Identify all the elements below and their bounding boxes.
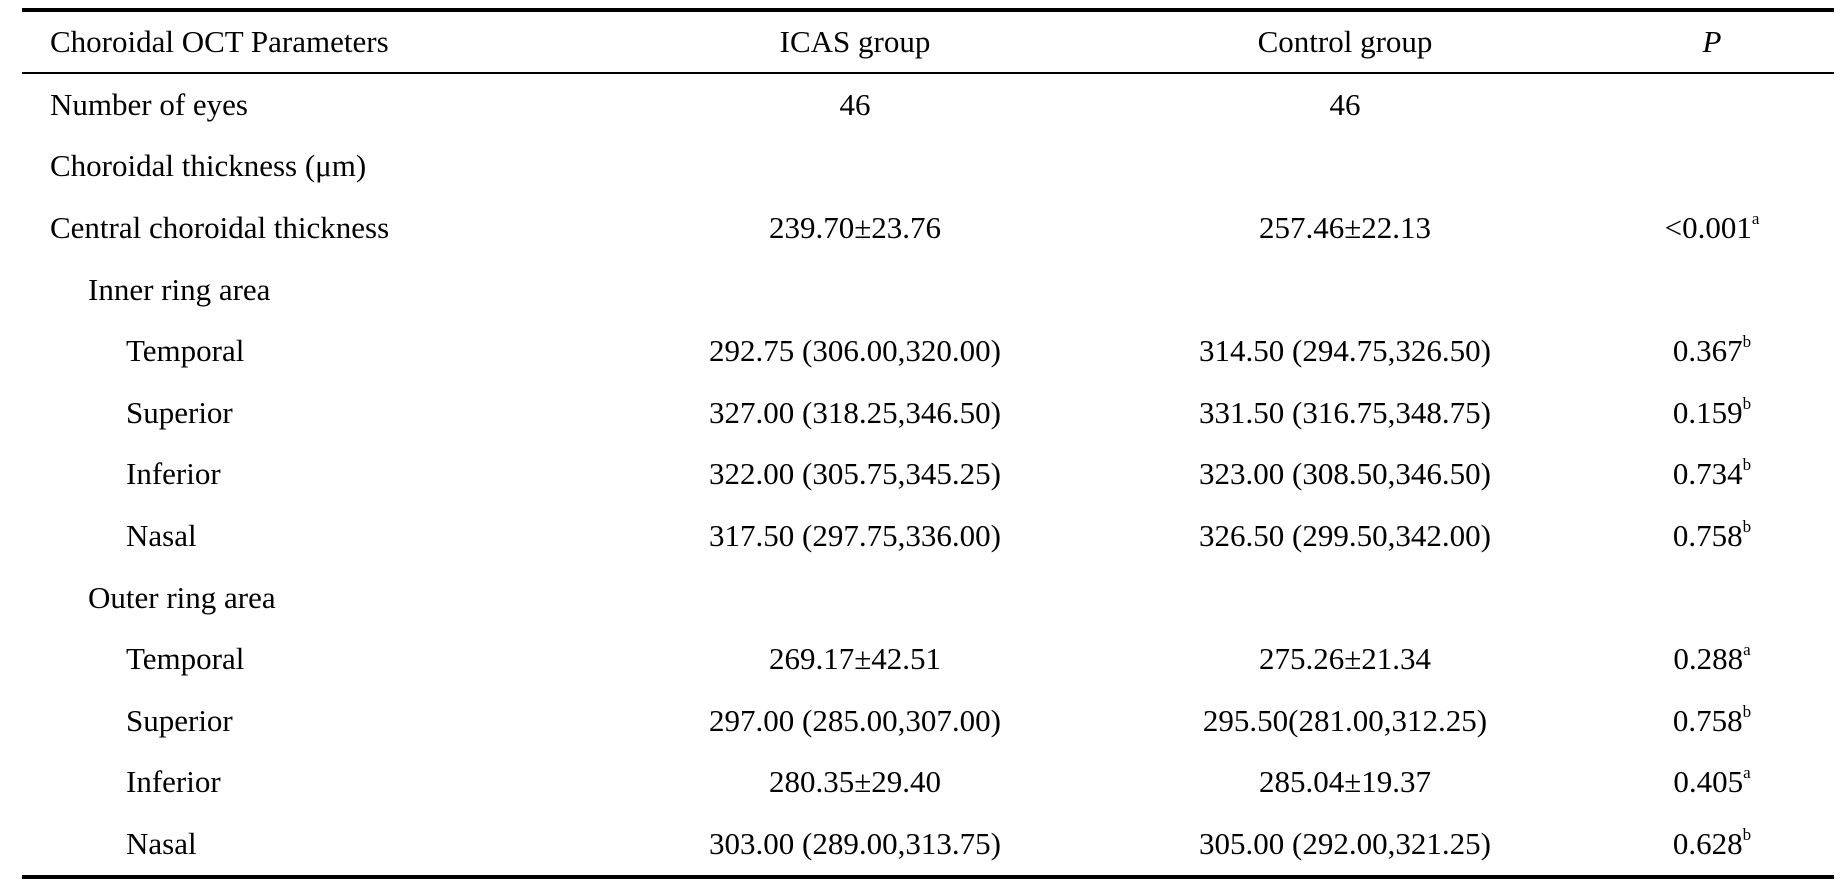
icas-value <box>610 136 1100 198</box>
p-value-cell: 0.758b <box>1590 690 1834 752</box>
row-label: Inferior <box>126 764 221 800</box>
control-value: 314.50 (294.75,326.50) <box>1199 333 1491 369</box>
p-footnote-marker: a <box>1743 640 1751 660</box>
table-header: Choroidal OCT Parameters ICAS group Cont… <box>22 10 1834 73</box>
p-footnote-marker: b <box>1742 455 1752 475</box>
control-value <box>1100 259 1590 321</box>
row-label: Superior <box>126 394 233 430</box>
p-value-cell: 0.734b <box>1590 444 1834 506</box>
table-row: Superior 297.00 (285.00,307.00) 295.50(2… <box>22 690 1834 752</box>
icas-value: 292.75 (306.00,320.00) <box>709 333 1001 369</box>
p-footnote-marker: a <box>1751 208 1760 228</box>
p-value: 0.758 <box>1672 517 1743 553</box>
choroidal-oct-table-container: Choroidal OCT Parameters ICAS group Cont… <box>22 8 1834 879</box>
icas-value: 303.00 (289.00,313.75) <box>709 825 1001 861</box>
p-value: 0.405 <box>1673 764 1744 800</box>
p-value: <0.001 <box>1664 209 1752 245</box>
table-row: Nasal 317.50 (297.75,336.00) 326.50 (299… <box>22 505 1834 567</box>
header-icas-group: ICAS group <box>779 24 931 59</box>
icas-value <box>610 259 1100 321</box>
table-row: Temporal 292.75 (306.00,320.00) 314.50 (… <box>22 320 1834 382</box>
icas-value: 327.00 (318.25,346.50) <box>709 394 1001 430</box>
control-value: 323.00 (308.50,346.50) <box>1199 456 1491 492</box>
icas-value: 280.35±29.40 <box>768 764 941 800</box>
row-label: Nasal <box>126 825 197 861</box>
control-value: 275.26±21.34 <box>1258 641 1431 677</box>
p-footnote-marker: b <box>1742 824 1752 844</box>
icas-value: 322.00 (305.75,345.25) <box>709 456 1001 492</box>
p-value: 0.628 <box>1672 825 1743 861</box>
table-body: Number of eyes 46 46 Choroidal thickness… <box>22 73 1834 877</box>
p-value-cell: 0.405a <box>1590 752 1834 814</box>
row-label: Temporal <box>126 641 245 677</box>
p-value-cell: 0.367b <box>1590 320 1834 382</box>
p-footnote-marker: b <box>1742 701 1752 721</box>
p-value-cell: 0.159b <box>1590 382 1834 444</box>
row-label: Number of eyes <box>50 86 248 122</box>
row-label: Temporal <box>126 333 245 369</box>
subsection-heading: Inner ring area <box>88 271 271 307</box>
row-label: Nasal <box>126 517 197 553</box>
p-value: 0.367 <box>1672 333 1743 369</box>
control-value: 285.04±19.37 <box>1258 764 1431 800</box>
p-value: 0.159 <box>1672 394 1743 430</box>
p-value-cell: <0.001a <box>1590 197 1834 259</box>
p-value-cell <box>1590 567 1834 629</box>
table-row: Inferior 322.00 (305.75,345.25) 323.00 (… <box>22 444 1834 506</box>
table-row: Choroidal thickness (μm) <box>22 136 1834 198</box>
icas-value: 46 <box>839 86 871 122</box>
table-row: Nasal 303.00 (289.00,313.75) 305.00 (292… <box>22 813 1834 877</box>
p-value: 0.734 <box>1672 456 1743 492</box>
table-row: Central choroidal thickness 239.70±23.76… <box>22 197 1834 259</box>
table-row: Number of eyes 46 46 <box>22 73 1834 136</box>
choroidal-oct-table: Choroidal OCT Parameters ICAS group Cont… <box>22 8 1834 879</box>
p-value-cell <box>1590 259 1834 321</box>
section-heading: Choroidal thickness (μm) <box>50 148 367 184</box>
header-row: Choroidal OCT Parameters ICAS group Cont… <box>22 10 1834 73</box>
control-value: 326.50 (299.50,342.00) <box>1199 517 1491 553</box>
icas-value <box>610 567 1100 629</box>
control-value: 46 <box>1329 86 1361 122</box>
control-value <box>1100 567 1590 629</box>
control-value <box>1100 136 1590 198</box>
table-row: Temporal 269.17±42.51 275.26±21.34 0.288… <box>22 628 1834 690</box>
p-value-cell: 0.758b <box>1590 505 1834 567</box>
icas-value: 317.50 (297.75,336.00) <box>709 517 1001 553</box>
subsection-heading: Outer ring area <box>88 579 276 615</box>
p-footnote-marker: b <box>1742 332 1752 352</box>
header-control-group: Control group <box>1257 24 1433 59</box>
row-label: Superior <box>126 702 233 738</box>
p-value-cell <box>1590 73 1834 136</box>
p-value-cell: 0.628b <box>1590 813 1834 877</box>
p-value: 0.288 <box>1673 641 1744 677</box>
icas-value: 297.00 (285.00,307.00) <box>709 702 1001 738</box>
control-value: 257.46±22.13 <box>1258 209 1431 245</box>
table-row: Outer ring area <box>22 567 1834 629</box>
p-footnote-marker: b <box>1742 516 1752 536</box>
control-value: 331.50 (316.75,348.75) <box>1199 394 1491 430</box>
table-row: Inferior 280.35±29.40 285.04±19.37 0.405… <box>22 752 1834 814</box>
header-p-value: P <box>1702 24 1722 59</box>
p-footnote-marker: b <box>1742 393 1752 413</box>
table-row: Inner ring area <box>22 259 1834 321</box>
control-value: 305.00 (292.00,321.25) <box>1199 825 1491 861</box>
table-row: Superior 327.00 (318.25,346.50) 331.50 (… <box>22 382 1834 444</box>
p-value: 0.758 <box>1672 702 1743 738</box>
p-value-cell <box>1590 136 1834 198</box>
row-label: Inferior <box>126 456 221 492</box>
icas-value: 269.17±42.51 <box>768 641 941 677</box>
p-footnote-marker: a <box>1743 763 1751 783</box>
row-label: Central choroidal thickness <box>50 209 390 245</box>
header-parameters: Choroidal OCT Parameters <box>50 24 389 59</box>
control-value: 295.50(281.00,312.25) <box>1202 702 1488 738</box>
icas-value: 239.70±23.76 <box>768 209 941 245</box>
p-value-cell: 0.288a <box>1590 628 1834 690</box>
